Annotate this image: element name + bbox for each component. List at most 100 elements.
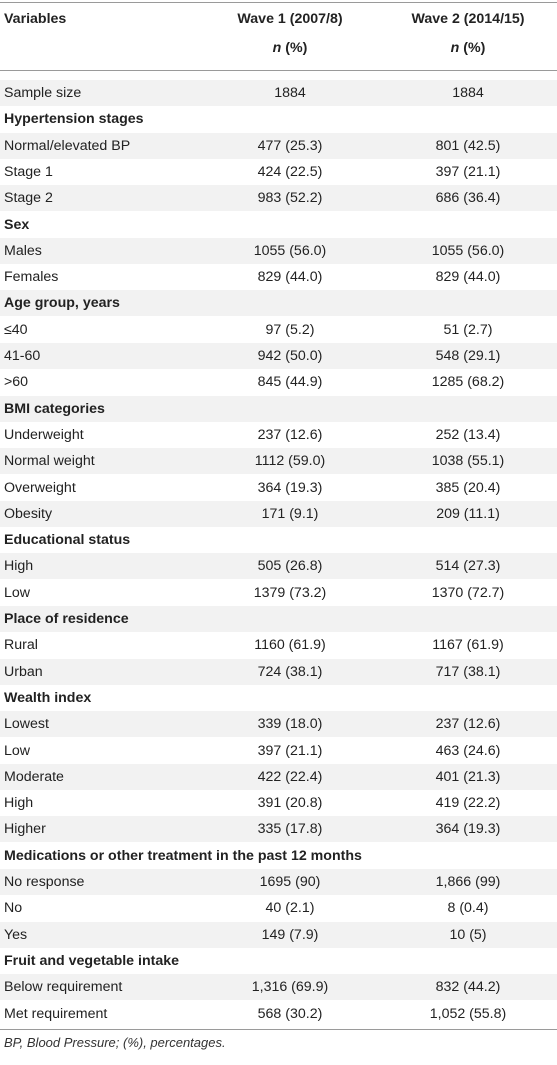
table-row: Obesity 171 (9.1) 209 (11.1) [0, 500, 557, 527]
wave2-cell: 514 (27.3) [435, 558, 501, 575]
header-wave2: Wave 2 (2014/15) [411, 11, 525, 27]
row-label: High [4, 795, 34, 812]
wave2-cell: 1,866 (99) [435, 874, 501, 890]
section-label: Sex [4, 216, 30, 233]
row-label: Rural [4, 637, 38, 654]
row-label: Normal/elevated BP [4, 137, 131, 154]
row-label: Yes [4, 926, 28, 943]
subheader-n: n [450, 40, 460, 56]
table-row: Sample size 1884 1884 [0, 80, 557, 106]
wave2-cell: 1167 (61.9) [432, 637, 504, 654]
section-header-row: Sex [0, 212, 557, 238]
wave1-cell: 942 (50.0) [257, 348, 323, 364]
wave2-cell: 419 (22.2) [435, 795, 501, 812]
row-label: Sample size [4, 85, 82, 101]
header-bottom-rule [0, 70, 557, 71]
wave1-cell: 424 (22.5) [257, 163, 323, 180]
row-label: Males [4, 242, 42, 259]
wave1-cell: 1055 (56.0) [253, 242, 327, 259]
row-label: Stage 1 [4, 163, 53, 180]
table-row: Underweight 237 (12.6) 252 (13.4) [0, 422, 557, 448]
row-label: Obesity [4, 505, 53, 522]
table-row: No response 1695 (90) 1,866 (99) [0, 869, 557, 895]
section-label: Place of residence [4, 611, 129, 627]
wave2-cell: 364 (19.3) [435, 821, 501, 838]
wave2-cell: 1038 (55.1) [431, 453, 505, 470]
wave1-cell: 1884 [274, 85, 306, 101]
wave1-cell: 477 (25.3) [257, 137, 323, 154]
wave1-cell: 568 (30.2) [257, 1005, 323, 1022]
wave2-cell: 1285 (68.2) [431, 374, 505, 391]
wave1-cell: 1,316 (69.9) [251, 979, 329, 996]
row-label: Underweight [4, 426, 84, 443]
row-label: High [4, 558, 34, 575]
wave1-cell: 1695 (90) [259, 874, 321, 890]
table-row: Low 1379 (73.2) 1370 (72.7) [0, 580, 557, 606]
wave1-cell: 171 (9.1) [261, 505, 319, 522]
wave2-cell: 801 (42.5) [435, 137, 501, 154]
table-row: ≤40 97 (5.2) 51 (2.7) [0, 317, 557, 343]
row-label: Higher [4, 821, 46, 838]
wave1-cell: 505 (26.8) [257, 558, 323, 575]
row-label: Urban [4, 663, 43, 680]
table-row: High 505 (26.8) 514 (27.3) [0, 553, 557, 580]
table-row: Stage 1 424 (22.5) 397 (21.1) [0, 159, 557, 185]
section-header-row: Fruit and vegetable intake [0, 948, 557, 974]
wave1-cell: 335 (17.8) [257, 821, 323, 838]
row-label: Moderate [4, 768, 64, 785]
wave1-cell: 149 (7.9) [261, 926, 319, 943]
row-label: No [4, 900, 23, 917]
wave1-cell: 724 (38.1) [257, 663, 323, 680]
table-footnote: BP, Blood Pressure; (%), percentages. [4, 1035, 226, 1050]
section-label: Educational status [4, 532, 131, 549]
row-label: Overweight [4, 479, 76, 496]
row-label: Low [4, 742, 31, 759]
table-row: Below requirement 1,316 (69.9) 832 (44.2) [0, 974, 557, 1001]
section-label: BMI categories [4, 400, 105, 417]
table-row: Urban 724 (38.1) 717 (38.1) [0, 658, 557, 685]
wave1-cell: 845 (44.9) [257, 374, 323, 391]
section-label: Medications or other treatment in the pa… [4, 847, 362, 864]
wave1-cell: 397 (21.1) [257, 742, 323, 759]
row-label: 41-60 [4, 348, 41, 364]
section-header-row: Medications or other treatment in the pa… [0, 843, 557, 869]
wave2-cell: 1884 [452, 85, 484, 101]
section-label: Hypertension stages [4, 111, 144, 128]
subheader-pct: (%) [281, 40, 308, 56]
table-row: High 391 (20.8) 419 (22.2) [0, 790, 557, 816]
table-row: Rural 1160 (61.9) 1167 (61.9) [0, 632, 557, 658]
header-wave1-subheader: n (%) [200, 40, 380, 56]
section-header-row: Hypertension stages [0, 106, 557, 132]
table-row: Lowest 339 (18.0) 237 (12.6) [0, 711, 557, 738]
table-row: >60 845 (44.9) 1285 (68.2) [0, 369, 557, 395]
row-label: >60 [4, 374, 29, 391]
wave1-cell: 364 (19.3) [257, 479, 323, 496]
section-label: Wealth index [4, 689, 92, 706]
row-label: Below requirement [4, 979, 123, 996]
wave2-cell: 385 (20.4) [435, 479, 501, 496]
wave2-cell: 401 (21.3) [435, 768, 501, 785]
row-label: Stage 2 [4, 190, 53, 207]
table-row: Moderate 422 (22.4) 401 (21.3) [0, 763, 557, 790]
wave2-cell: 51 (2.7) [443, 321, 493, 338]
subheader-n: n [272, 40, 282, 56]
wave2-cell: 463 (24.6) [435, 742, 501, 759]
wave2-cell: 1,052 (55.8) [429, 1005, 507, 1022]
wave1-cell: 1379 (73.2) [253, 584, 327, 601]
wave2-cell: 252 (13.4) [435, 426, 501, 443]
header-variables: Variables [4, 11, 67, 27]
section-label: Fruit and vegetable intake [4, 952, 180, 969]
section-header-row: Educational status [0, 527, 557, 553]
row-label: No response [4, 874, 85, 890]
wave2-cell: 832 (44.2) [435, 979, 501, 996]
table-row: No 40 (2.1) 8 (0.4) [0, 895, 557, 921]
wave1-cell: 829 (44.0) [257, 269, 323, 286]
wave2-cell: 209 (11.1) [436, 505, 500, 522]
table-row: Met requirement 568 (30.2) 1,052 (55.8) [0, 1001, 557, 1027]
wave1-cell: 983 (52.2) [257, 190, 323, 207]
row-label: ≤40 [4, 321, 28, 338]
wave1-cell: 339 (18.0) [257, 716, 323, 733]
row-label: Low [4, 584, 31, 601]
section-header-row: Wealth index [0, 685, 557, 711]
table-row: Higher 335 (17.8) 364 (19.3) [0, 816, 557, 843]
